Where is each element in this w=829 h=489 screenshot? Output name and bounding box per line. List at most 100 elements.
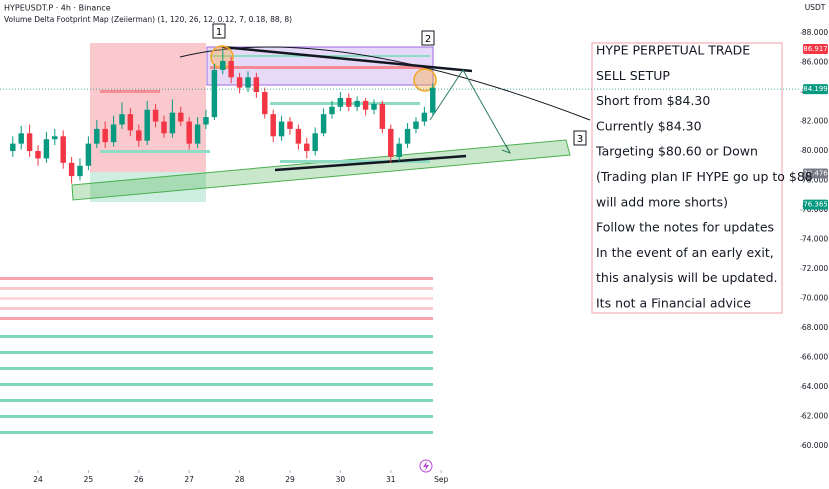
footprint-row [0, 415, 433, 418]
event-icon-bolt [423, 461, 429, 471]
candle-body [253, 77, 260, 93]
x-tick-label: 30 [336, 475, 346, 484]
candle-body [220, 61, 226, 70]
candle-body [18, 133, 24, 144]
footprint-row [0, 367, 433, 370]
candle-body [43, 139, 50, 159]
candle-body [26, 133, 33, 152]
footprint-row [0, 351, 433, 354]
price-tag-label: 76.365 [803, 201, 828, 209]
candle-body [320, 114, 327, 134]
candle-body [337, 97, 344, 107]
annotation-label: 2 [425, 34, 431, 45]
chart-title: HYPEUSDT.P · 4h · Binance [4, 4, 111, 13]
note-line: Its not a Financial advice [596, 296, 751, 311]
candle-body [413, 121, 419, 129]
footprint-row [0, 297, 433, 300]
note-line: Follow the notes for updates [596, 220, 774, 235]
candle-body [430, 87, 436, 113]
candle-body [295, 128, 302, 144]
x-tick-label: 27 [184, 475, 194, 484]
candle-body [127, 114, 134, 131]
footprint-row [100, 90, 160, 93]
candle-body [211, 69, 218, 118]
note-line: Short from $84.30 [596, 93, 710, 108]
candle-body [119, 114, 125, 125]
footprint-rows [0, 55, 433, 434]
candle-body [102, 128, 108, 143]
y-tick-label: 66.000 [802, 352, 828, 361]
y-tick-label: 72.000 [802, 264, 828, 273]
candle-body [371, 103, 377, 110]
footprint-row [0, 307, 433, 310]
y-tick-label: 78.000 [802, 176, 828, 185]
candle-body [186, 121, 192, 144]
footprint-row [0, 317, 433, 320]
annotation-label: 1 [216, 27, 222, 38]
candle-body [136, 130, 142, 141]
candle-body [60, 136, 66, 163]
candle-body [144, 109, 150, 141]
candle-body [85, 143, 92, 166]
footprint-row [210, 66, 430, 69]
y-tick-label: 74.000 [802, 235, 828, 244]
candle-body [362, 100, 369, 110]
candle-body [354, 100, 360, 107]
footprint-row [280, 160, 430, 163]
candle-body [161, 121, 167, 134]
x-tick-label: 26 [134, 475, 144, 484]
label-box [421, 30, 435, 46]
y-tick-label: 60.000 [802, 441, 828, 450]
y-tick-label: 68.000 [802, 323, 828, 332]
candle-body [379, 103, 386, 129]
footprint-row [0, 277, 433, 280]
arrow-head [501, 144, 512, 154]
y-tick-label: 80.000 [802, 146, 828, 155]
y-tick-label: 70.000 [802, 294, 828, 303]
candle-body [203, 117, 209, 125]
y-tick-label: 88.000 [802, 28, 828, 37]
x-tick-label: 25 [84, 475, 94, 484]
axis-unit: USDT [805, 3, 826, 12]
price-tag [803, 199, 828, 210]
candle-body [236, 77, 243, 88]
footprint-row [0, 287, 433, 290]
price-tag [803, 168, 828, 179]
drawings: 1 2 3 [0, 23, 591, 434]
y-tick-label: 64.000 [802, 382, 828, 391]
x-tick-label: 29 [285, 475, 295, 484]
candle-body [152, 109, 159, 122]
footprint-row [0, 383, 433, 386]
indicator-label: Volume Delta Footprint Map (Zeiierman) (… [4, 15, 292, 24]
candle-body [178, 112, 184, 122]
y-tick-label: 86.000 [802, 58, 828, 67]
y-tick-label: 62.000 [802, 411, 828, 420]
candle-body [10, 143, 16, 152]
candle-body [388, 128, 394, 157]
candle-body [287, 121, 293, 129]
candle-body [52, 136, 58, 140]
footprint-row [0, 399, 433, 402]
candle-body [35, 151, 41, 159]
note-line: SELL SETUP [596, 68, 670, 83]
note-line: this analysis will be updated. [596, 270, 778, 285]
candle-body [228, 61, 234, 78]
price-tag-label: 84.199 [803, 85, 828, 93]
candle-body [245, 77, 251, 88]
candle-body [304, 143, 310, 152]
marker-circle [413, 68, 437, 92]
label-box [573, 130, 587, 146]
x-tick-label: 31 [386, 475, 396, 484]
footprint-row [100, 150, 210, 153]
x-tick-label: 28 [235, 475, 245, 484]
price-tag-label: 78.476 [803, 169, 828, 177]
candle-body [68, 162, 75, 177]
note-panel [591, 42, 783, 314]
price-tag [803, 44, 828, 55]
candle-body [346, 97, 352, 107]
x-tick-label: Sep [434, 475, 448, 484]
y-tick-label: 82.000 [802, 117, 828, 126]
candle-body [194, 124, 201, 144]
footprint-row [0, 335, 433, 338]
